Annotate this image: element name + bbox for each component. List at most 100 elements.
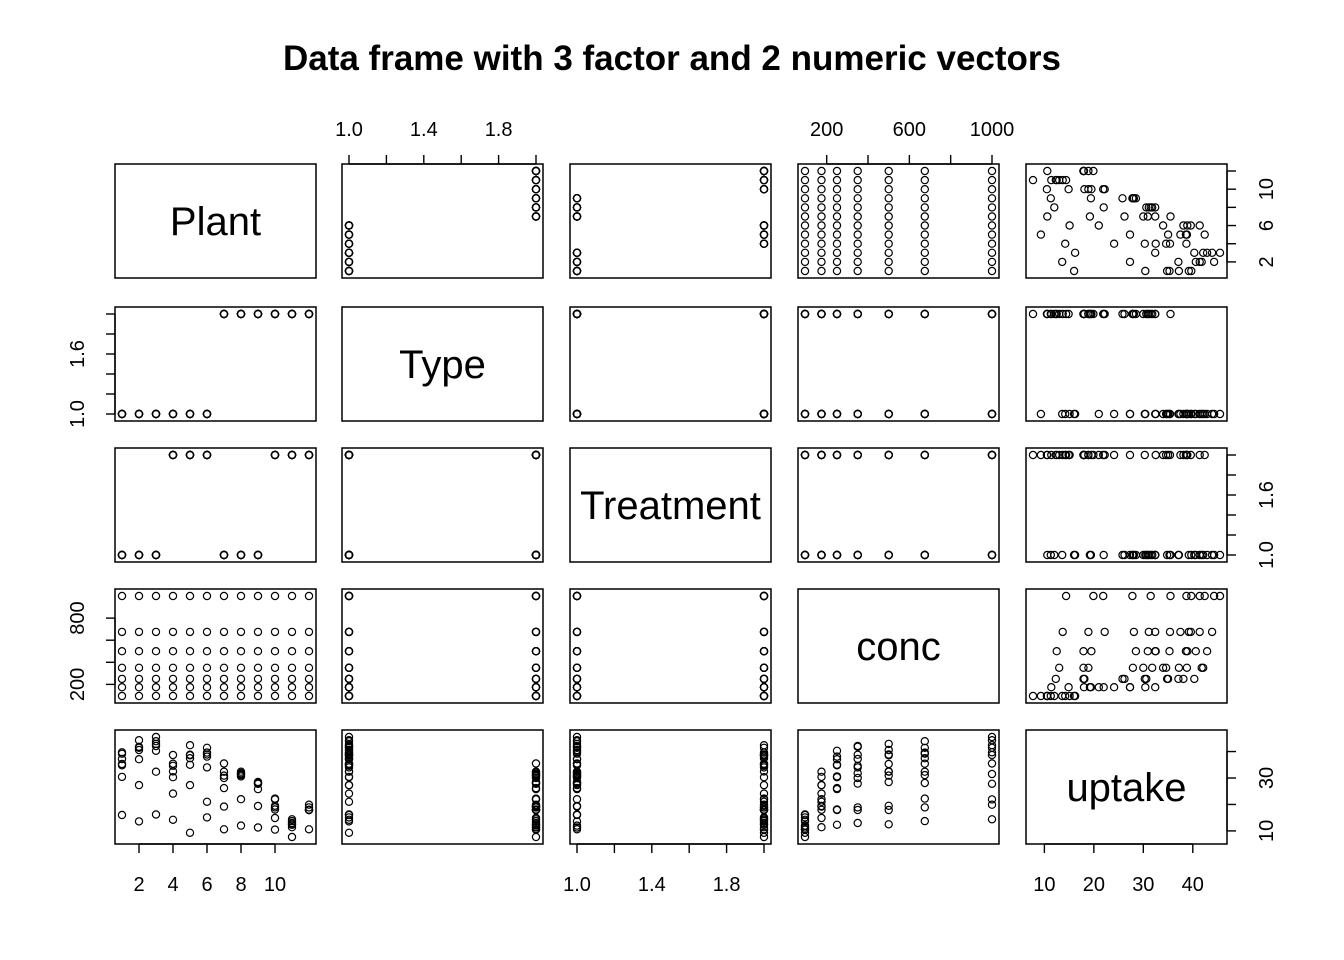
- point-Treatment-uptake: [1079, 450, 1088, 460]
- point-Treatment-uptake: [1058, 450, 1067, 460]
- point-Plant-uptake: [1158, 221, 1168, 230]
- point-uptake-Plant: [117, 810, 127, 820]
- point-uptake-Plant: [117, 759, 127, 769]
- point-uptake-conc: [800, 810, 810, 819]
- point-Type-uptake: [1215, 409, 1225, 419]
- point-uptake-Treatment: [759, 832, 769, 842]
- point-uptake-Plant: [185, 780, 195, 790]
- point-Plant-Treatment: [572, 248, 582, 257]
- point-conc-Plant: [117, 647, 127, 656]
- point-uptake-Treatment: [759, 815, 769, 824]
- point-Treatment-uptake: [1109, 450, 1119, 460]
- point-uptake-Type: [344, 815, 354, 825]
- point-Type-uptake: [1140, 409, 1150, 419]
- point-Plant-conc: [832, 239, 842, 248]
- point-Plant-conc: [853, 221, 862, 230]
- point-uptake-Plant: [219, 759, 229, 768]
- point-Plant-Treatment: [759, 221, 769, 230]
- panel-Plant-Treatment: [569, 163, 772, 279]
- point-Plant-Treatment: [572, 257, 582, 267]
- point-Type-conc: [987, 309, 997, 319]
- point-conc-Plant: [151, 674, 161, 684]
- point-Type-conc: [920, 409, 930, 419]
- tick-label-uptake: 10: [1033, 874, 1055, 896]
- point-conc-Type: [531, 647, 541, 656]
- point-Plant-conc: [800, 212, 810, 221]
- point-conc-Plant: [117, 691, 127, 701]
- point-uptake-Plant: [202, 797, 212, 807]
- tick-label-Plant: 8: [235, 874, 246, 896]
- point-conc-Type: [344, 591, 354, 601]
- point-Plant-conc: [920, 175, 930, 185]
- point-Treatment-uptake: [1202, 550, 1212, 560]
- point-Plant-conc: [817, 266, 826, 276]
- point-Plant-uptake: [1125, 230, 1135, 239]
- point-Plant-conc: [920, 184, 930, 194]
- point-Plant-uptake: [1094, 221, 1104, 230]
- point-Treatment-Plant: [151, 550, 161, 560]
- point-uptake-Plant: [117, 772, 127, 782]
- point-Treatment-uptake: [1215, 550, 1225, 560]
- point-Plant-uptake: [1146, 203, 1155, 212]
- point-uptake-conc: [853, 779, 862, 788]
- point-Treatment-uptake: [1163, 450, 1173, 460]
- point-conc-uptake: [1118, 674, 1127, 684]
- point-Type-uptake: [1128, 309, 1137, 319]
- point-uptake-conc: [832, 752, 842, 761]
- point-conc-uptake: [1150, 647, 1160, 656]
- point-conc-uptake: [1061, 591, 1071, 601]
- point-conc-uptake: [1142, 674, 1151, 684]
- point-conc-uptake: [1058, 627, 1067, 637]
- point-Plant-conc: [884, 203, 893, 212]
- point-Plant-conc: [920, 194, 930, 203]
- point-uptake-Plant: [219, 767, 229, 776]
- point-Type-uptake: [1142, 309, 1151, 319]
- point-conc-Type: [344, 674, 354, 684]
- point-conc-Plant: [202, 591, 212, 601]
- point-Plant-conc: [853, 257, 862, 267]
- point-uptake-conc: [853, 773, 862, 783]
- panel-Treatment-conc: [797, 447, 1000, 563]
- point-uptake-Treatment: [759, 800, 769, 809]
- point-Treatment-uptake: [1089, 450, 1098, 460]
- point-conc-uptake: [1202, 647, 1212, 656]
- tick-label-conc: 1000: [970, 119, 1015, 141]
- point-Treatment-conc: [987, 450, 997, 460]
- panel-uptake-uptake: [1025, 729, 1228, 845]
- point-Treatment-uptake: [1052, 450, 1061, 460]
- point-uptake-Plant: [287, 832, 297, 842]
- point-Plant-conc: [987, 194, 997, 203]
- point-uptake-Type: [344, 780, 354, 790]
- point-uptake-Plant: [202, 813, 212, 822]
- point-conc-Plant: [304, 663, 314, 673]
- point-Type-Plant: [202, 409, 212, 419]
- point-uptake-Type: [344, 813, 354, 822]
- point-Plant-conc: [853, 212, 862, 221]
- point-Type-Plant: [236, 309, 246, 319]
- point-Plant-conc: [832, 194, 842, 203]
- point-conc-Plant: [134, 674, 144, 684]
- point-Plant-uptake: [1176, 230, 1185, 239]
- point-Plant-conc: [987, 212, 997, 221]
- point-Plant-conc: [800, 266, 810, 276]
- panel-Plant-Type: [341, 163, 544, 279]
- point-conc-Plant: [287, 627, 297, 637]
- point-Plant-Type: [344, 248, 354, 257]
- point-conc-uptake: [1128, 591, 1137, 601]
- point-Plant-uptake: [1070, 248, 1080, 257]
- point-Type-uptake: [1166, 309, 1175, 319]
- point-Plant-uptake: [1079, 166, 1088, 176]
- point-uptake-Type: [531, 795, 541, 804]
- point-uptake-Treatment: [759, 820, 769, 829]
- point-uptake-Plant: [236, 795, 246, 804]
- point-conc-uptake: [1166, 591, 1175, 601]
- point-uptake-conc: [853, 763, 862, 772]
- panel-conc-Treatment: [569, 588, 772, 704]
- point-uptake-Type: [344, 828, 354, 838]
- tick-label-Type: 1.0: [67, 400, 89, 428]
- point-Plant-conc: [884, 166, 893, 176]
- point-Treatment-uptake: [1046, 550, 1056, 560]
- point-conc-Treatment: [572, 647, 582, 656]
- point-Type-Plant: [185, 409, 195, 419]
- point-uptake-Plant: [253, 823, 263, 832]
